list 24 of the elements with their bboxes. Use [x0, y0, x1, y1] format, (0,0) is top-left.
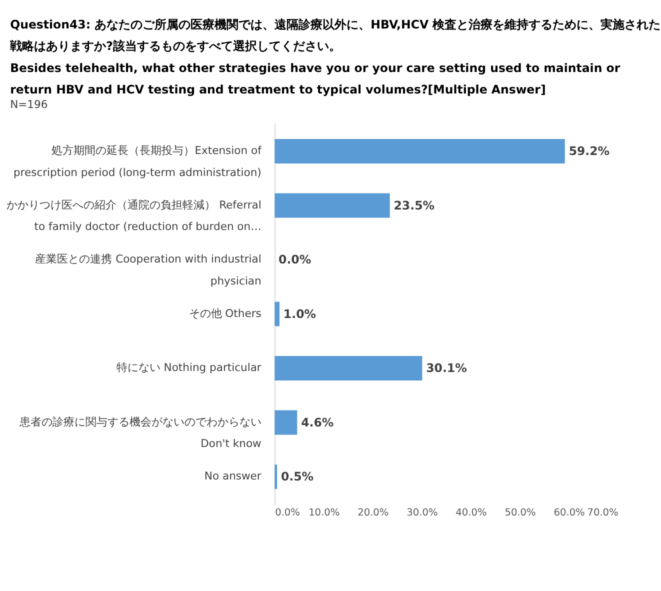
x-tick-label: 10.0%	[308, 508, 340, 519]
y-tick-label: かかりつけ医への紹介（通院の負担軽減） Referral to family doctor (reduction of burden on…	[6, 198, 262, 234]
data-label: 1.0%	[283, 306, 316, 321]
y-tick-label: 処方期間の延長（長期投与）Extension of prescription period (long-term administration)	[13, 144, 262, 179]
x-tick-label: 60.0%	[554, 508, 585, 519]
data-label: 23.5%	[394, 198, 435, 212]
data-label: 30.1%	[426, 361, 468, 376]
chart-title: Question43: あなたのご所属の医療機関では、遠隔診療以外に、HBV,HCV 検査と治療を維持するために、実施された戦略はありますか?該当するものをすべて選択してください。 Besides telehealth, what other strategies have you or your care setting used to maintain or return HBV and HCV testing and treatment to typical volumes?[Multiple Answer]	[9, 18, 661, 96]
y-tick-label: 産業医との連携 Cooperation with industrial physician	[35, 252, 262, 288]
x-tick-label: 0.0%	[275, 508, 300, 519]
x-tick-label: 40.0%	[456, 508, 487, 519]
data-label: 4.6%	[301, 415, 334, 430]
data-label: 59.2%	[568, 144, 610, 158]
y-tick-label: 患者の診療に関与する機会がないのでわからない Don't know	[18, 415, 262, 450]
y-tick-label: その他 Others	[188, 306, 262, 320]
data-label: 0.0%	[278, 252, 312, 267]
x-tick-label: 20.0%	[358, 508, 389, 519]
text: N=196	[10, 98, 48, 112]
y-tick-label: No answer	[204, 470, 262, 483]
x-tick-label: 30.0%	[406, 508, 438, 519]
y-tick-label: 特にない Nothing particular	[116, 361, 262, 374]
data-label: 0.5%	[280, 470, 314, 484]
x-tick-label: 70.0%	[587, 508, 618, 519]
x-tick-label: 50.0%	[504, 508, 536, 519]
